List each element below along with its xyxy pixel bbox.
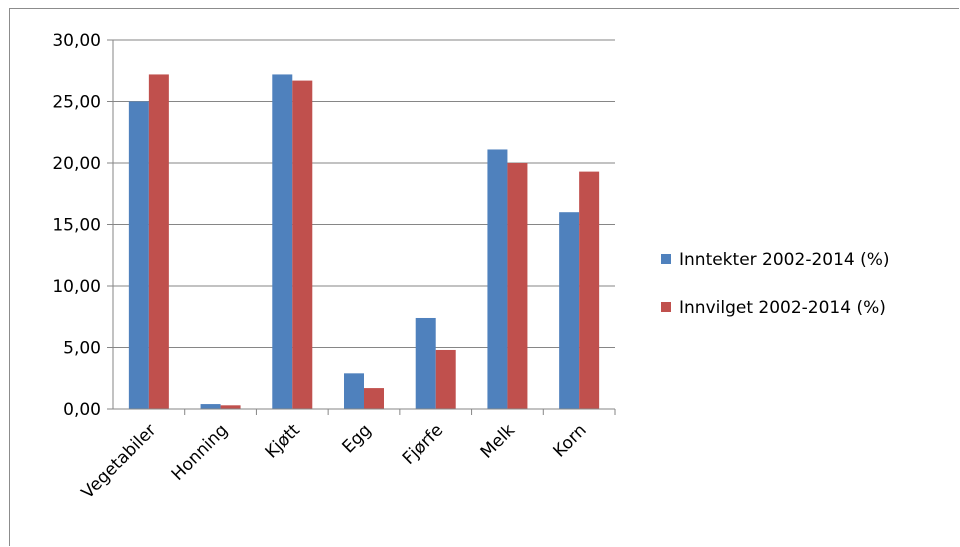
legend-swatch [661, 254, 671, 264]
bar [364, 388, 384, 409]
y-tick-label: 25,00 [52, 93, 101, 113]
chart-frame [9, 8, 959, 546]
x-tick-label: Korn [550, 420, 591, 461]
gridlines [113, 39, 615, 348]
bar [272, 74, 293, 409]
x-tick-label: Fjørfe [399, 420, 447, 468]
y-tick-label: 20,00 [52, 154, 101, 174]
bars [128, 74, 600, 409]
x-tick-label: Honning [168, 420, 232, 484]
bar [128, 101, 149, 409]
y-tick-label: 0,00 [63, 400, 101, 420]
bar [487, 149, 508, 409]
y-tick-label: 30,00 [52, 31, 101, 51]
bar [292, 80, 313, 409]
y-axis: 0,00 5,00 10,00 15,00 20,00 25,00 30,00 [52, 31, 114, 420]
bar [344, 373, 364, 409]
bar [220, 405, 241, 409]
y-tick-label: 5,00 [63, 339, 101, 359]
bar [435, 349, 456, 409]
x-tick-label: Kjøtt [262, 420, 304, 462]
legend-label: Inntekter 2002-2014 (%) [679, 250, 890, 270]
bar [507, 163, 528, 409]
y-tick-label: 15,00 [52, 216, 101, 236]
bar [200, 404, 221, 409]
x-tick-label: Egg [339, 420, 376, 457]
y-tick-label: 10,00 [52, 277, 101, 297]
bar [415, 317, 436, 409]
legend-label: Innvilget 2002-2014 (%) [679, 298, 886, 318]
x-tick-label: Vegetabiler [78, 420, 161, 503]
legend: Inntekter 2002-2014 (%) Innvilget 2002-20… [661, 250, 890, 318]
x-axis: Vegetabiler Honning Kjøtt Egg Fjørfe Melk Korn [78, 408, 616, 503]
x-tick-label: Melk [477, 420, 519, 462]
bar [148, 74, 169, 409]
legend-swatch [661, 302, 671, 312]
bar [559, 212, 580, 409]
bar [579, 171, 600, 409]
